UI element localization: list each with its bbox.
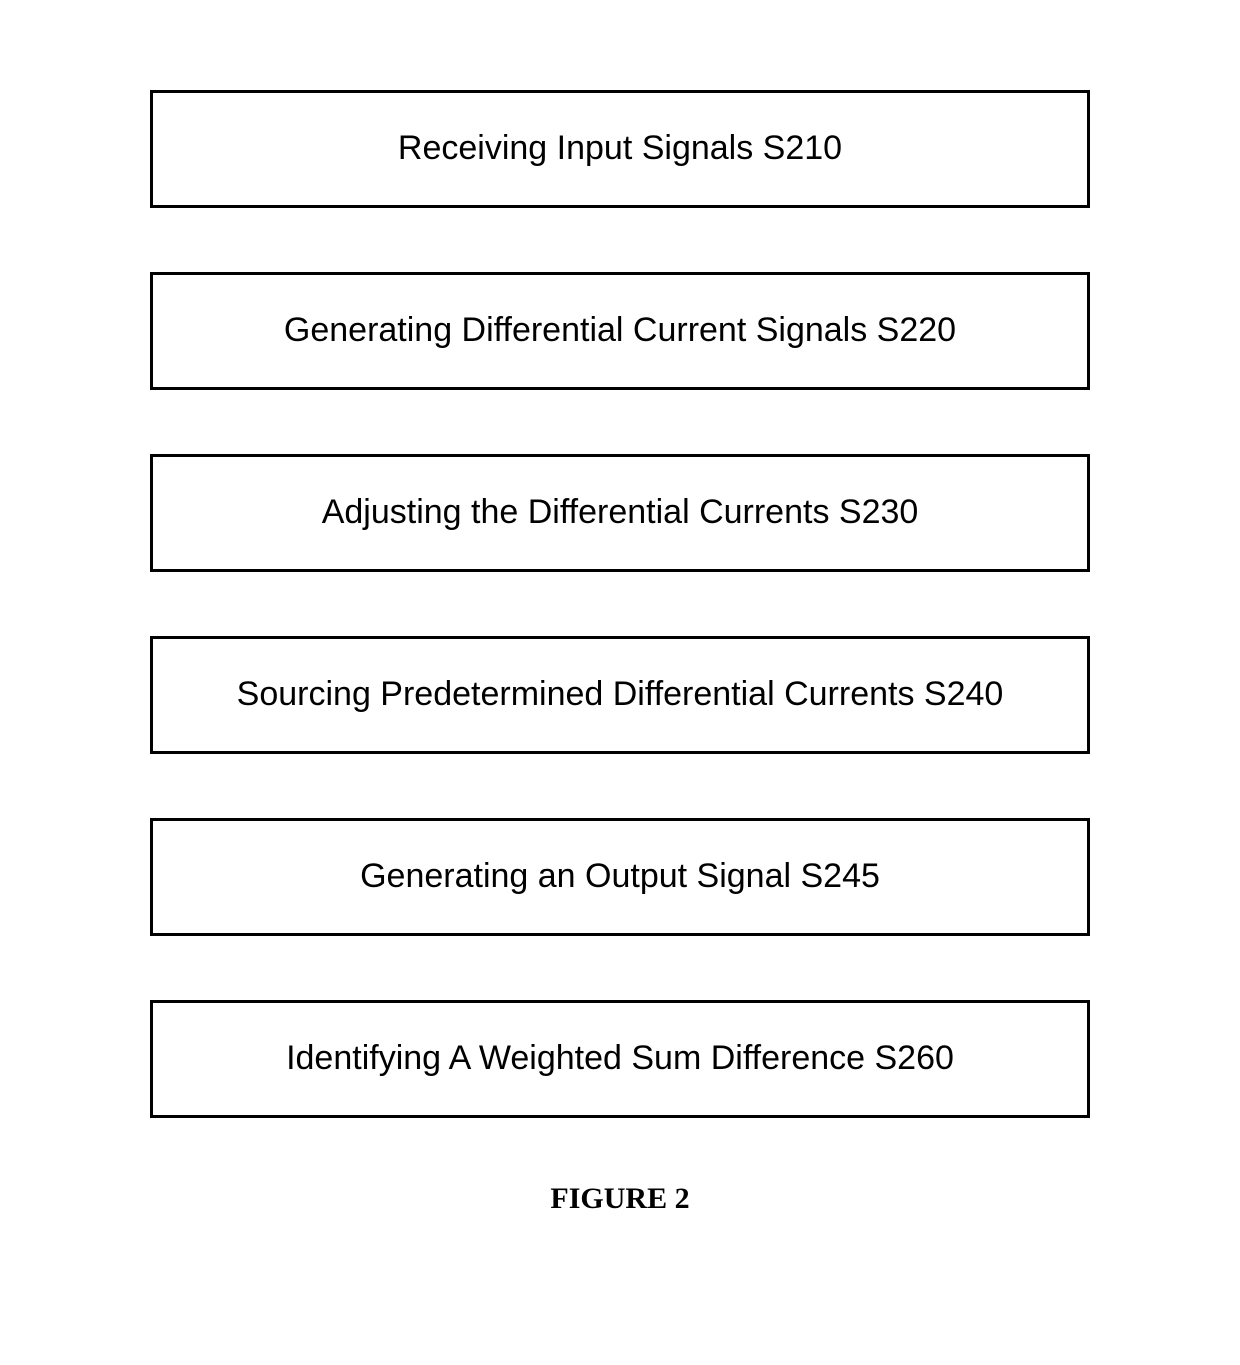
step-box-s245: Generating an Output Signal S245 [150, 818, 1090, 936]
flowchart-container: Receiving Input Signals S210 Generating … [150, 90, 1090, 1216]
step-label: Receiving Input Signals S210 [398, 126, 842, 172]
step-label: Generating an Output Signal S245 [360, 854, 880, 900]
step-box-s220: Generating Differential Current Signals … [150, 272, 1090, 390]
step-box-s210: Receiving Input Signals S210 [150, 90, 1090, 208]
step-label: Generating Differential Current Signals … [284, 308, 956, 354]
step-box-s240: Sourcing Predetermined Differential Curr… [150, 636, 1090, 754]
step-label: Sourcing Predetermined Differential Curr… [237, 672, 1004, 718]
step-label: Adjusting the Differential Currents S230 [322, 490, 919, 536]
step-label: Identifying A Weighted Sum Difference S2… [286, 1036, 954, 1082]
step-box-s260: Identifying A Weighted Sum Difference S2… [150, 1000, 1090, 1118]
figure-caption: FIGURE 2 [150, 1182, 1090, 1216]
step-box-s230: Adjusting the Differential Currents S230 [150, 454, 1090, 572]
